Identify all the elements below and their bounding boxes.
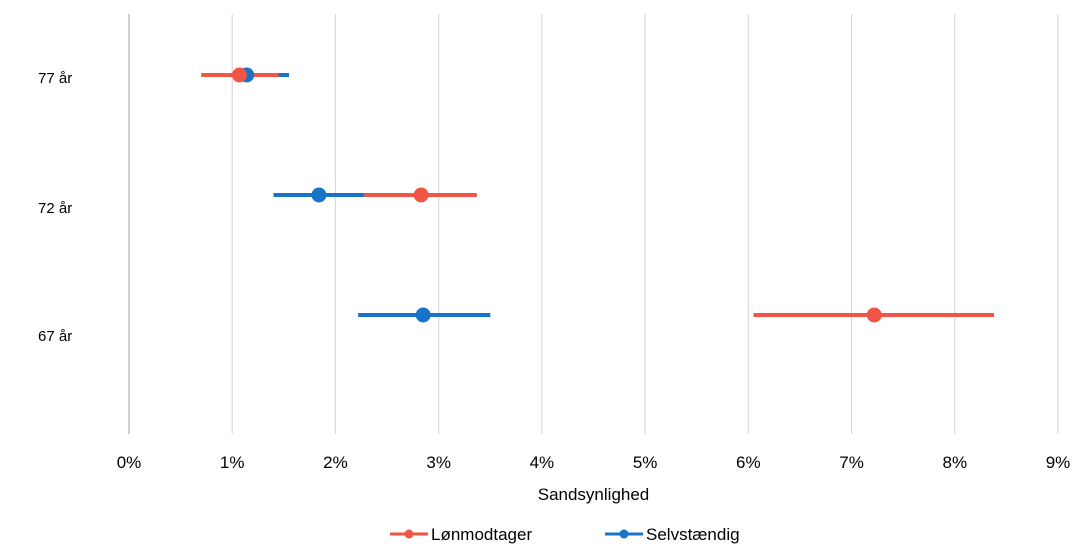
x-tick-label: 5% xyxy=(633,453,658,472)
x-axis-label: Sandsynlighed xyxy=(538,485,650,504)
x-tick-label: 6% xyxy=(736,453,761,472)
x-tick-label: 0% xyxy=(117,453,142,472)
x-tick-label: 3% xyxy=(426,453,451,472)
y-category-label: 72 år xyxy=(38,200,72,217)
legend-marker-lonmodtager xyxy=(404,529,414,539)
x-tick-label: 9% xyxy=(1046,453,1071,472)
point-selvstaendig xyxy=(415,307,431,323)
point-lonmodtager xyxy=(866,307,882,323)
x-tick-label: 8% xyxy=(942,453,967,472)
x-tick-label: 4% xyxy=(530,453,555,472)
legend-label-lonmodtager: Lønmodtager xyxy=(431,525,532,544)
x-tick-label: 2% xyxy=(323,453,348,472)
legend-marker-selvstaendig xyxy=(619,529,629,539)
point-selvstaendig xyxy=(311,187,327,203)
x-tick-labels: 0% 1% 2% 3% 4% 5% 6% 7% 8% 9% xyxy=(117,453,1071,472)
x-tick-label: 7% xyxy=(839,453,864,472)
legend-label-selvstaendig: Selvstændig xyxy=(646,525,740,544)
gridlines xyxy=(128,14,1059,434)
legend: Lønmodtager Selvstændig xyxy=(390,525,740,544)
y-tick-labels: 77 år 72 år 67 år xyxy=(38,70,72,345)
y-category-label: 77 år xyxy=(38,70,72,87)
y-category-label: 67 år xyxy=(38,328,72,345)
x-tick-label: 1% xyxy=(220,453,245,472)
point-lonmodtager xyxy=(231,67,247,83)
series-marks xyxy=(201,67,995,323)
point-lonmodtager xyxy=(413,187,429,203)
